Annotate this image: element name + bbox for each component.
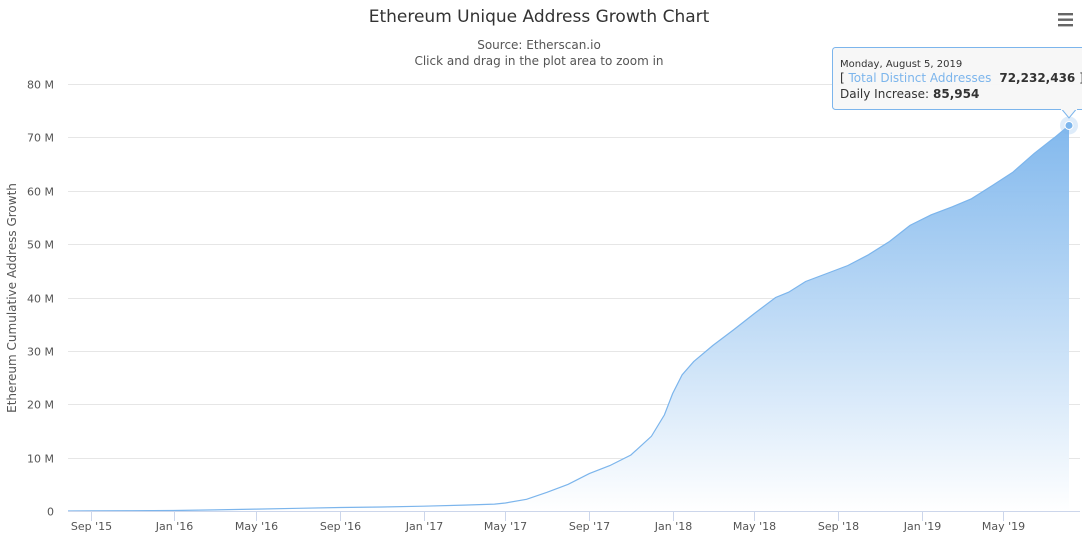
series-area-fill (68, 125, 1069, 511)
x-tick-label: Jan '18 (654, 520, 692, 533)
x-tick-label: May '17 (484, 520, 527, 533)
y-tick-label: 30 M (27, 346, 54, 359)
y-tick-label: 40 M (27, 293, 54, 306)
y-tick-label: 20 M (27, 399, 54, 412)
x-tick-label: May '19 (982, 520, 1025, 533)
plot-area[interactable] (67, 125, 1070, 512)
x-tick-label: Sep '17 (569, 520, 610, 533)
y-tick-label: 60 M (27, 186, 54, 199)
y-tick-label: 80 M (27, 79, 54, 92)
y-tick-label: 50 M (27, 239, 54, 252)
menu-button[interactable] (1052, 6, 1078, 32)
x-tick-label: Sep '18 (818, 520, 859, 533)
hamburger-icon[interactable] (1058, 13, 1073, 27)
x-tick-label: May '16 (235, 520, 278, 533)
x-tick-label: Sep '15 (71, 520, 112, 533)
chart-title: Ethereum Unique Address Growth Chart (369, 7, 710, 27)
x-tick-label: Jan '17 (405, 520, 443, 533)
tooltip-date: Monday, August 5, 2019 (840, 59, 962, 70)
tooltip-series-row: [ Total Distinct Addresses 72,232,436 ] (840, 71, 1082, 85)
tooltip-series-label: Total Distinct Addresses (848, 71, 992, 85)
y-axis-title: Ethereum Cumulative Address Growth (5, 183, 19, 413)
chart-subtitle-hint: Click and drag in the plot area to zoom … (414, 54, 663, 68)
tooltip-pointer (1061, 109, 1077, 119)
tooltip-box (832, 47, 1082, 110)
tooltip-open-bracket: [ (840, 71, 849, 85)
chart-subtitle-source: Source: Etherscan.io (477, 38, 601, 52)
x-tick-label: Sep '16 (320, 520, 361, 533)
y-tick-label: 10 M (27, 453, 54, 466)
x-tick-label: May '18 (733, 520, 776, 533)
x-tick-label: Jan '19 (903, 520, 941, 533)
hover-marker (1060, 116, 1078, 135)
x-tick-label: Jan '16 (155, 520, 193, 533)
tooltip-daily-row: Daily Increase: 85,954 (840, 87, 979, 101)
series-line (67, 125, 1070, 512)
x-axis: Sep '15 Jan '16 May '16 Sep '16 Jan '17 May '… (68, 511, 1080, 533)
tooltip-daily-label: Daily Increase: (840, 87, 929, 101)
hover-point (1064, 120, 1074, 130)
tooltip: Monday, August 5, 2019 [ Total Distinct … (832, 47, 1082, 119)
tooltip-close-bracket: ] (1075, 71, 1082, 85)
tooltip-daily-value: 85,954 (933, 87, 979, 101)
grid-lines (68, 84, 1080, 459)
y-axis-labels: 0 10 M 20 M 30 M 40 M 50 M 60 M 70 M 80 M (27, 79, 54, 519)
y-tick-label: 0 (47, 506, 54, 519)
tooltip-value: 72,232,436 (999, 71, 1075, 85)
y-tick-label: 70 M (27, 132, 54, 145)
